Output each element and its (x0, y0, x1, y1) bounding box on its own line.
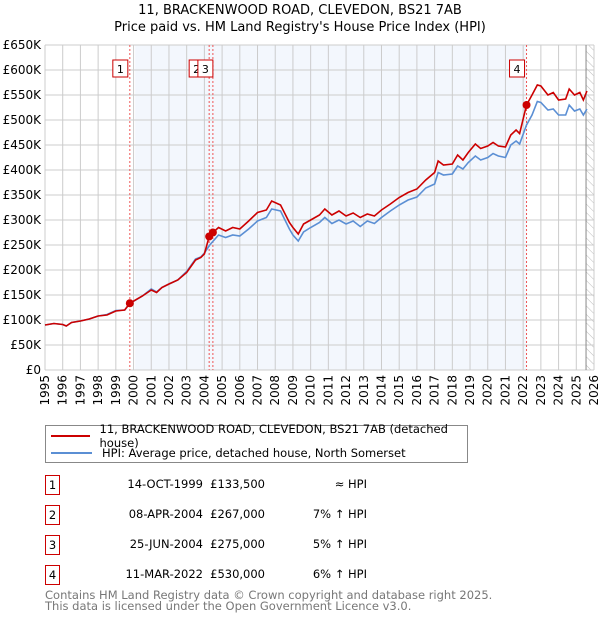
y-tick-label: £600K (3, 63, 43, 77)
y-tick-label: £350K (3, 188, 43, 202)
x-tick-label: 2000 (127, 375, 141, 406)
legend-label-property: 11, BRACKENWOOD ROAD, CLEVEDON, BS21 7AB… (99, 421, 448, 450)
x-tick-label: 1999 (109, 375, 123, 406)
y-tick-label: £450K (3, 138, 43, 152)
x-tick-label: 2006 (233, 375, 247, 406)
sale-date: 08-APR-2004 (128, 507, 203, 521)
footer-line: Contains HM Land Registry data © Crown c… (45, 588, 493, 602)
chart-title: 11, BRACKENWOOD ROAD, CLEVEDON, BS21 7AB (138, 3, 462, 18)
sale-point (522, 101, 531, 109)
y-tick-label: £400K (3, 163, 43, 177)
sale-price: £133,500 (210, 477, 265, 491)
x-tick-label: 2004 (197, 375, 211, 406)
x-tick-label: 2022 (516, 375, 530, 406)
x-tick-label: 2005 (215, 375, 229, 406)
sale-row: 4 11-MAR-2022 £530,000 6% ↑ HPI (45, 565, 465, 585)
y-tick-label: £100K (3, 313, 43, 327)
x-tick-label: 2018 (445, 375, 459, 406)
x-tick-label: 2025 (569, 375, 583, 406)
legend-swatch-property (51, 434, 90, 437)
y-tick-label: £50K (10, 338, 42, 352)
chart-subtitle: Price paid vs. HM Land Registry's House … (114, 20, 486, 35)
x-tick-label: 2010 (304, 375, 318, 406)
x-tick-label: 1996 (56, 375, 70, 406)
sale-label-box (197, 59, 214, 78)
x-tick-label: 1997 (73, 375, 87, 406)
x-tick-label: 2020 (481, 375, 495, 406)
x-tick-label: 2008 (268, 375, 282, 406)
legend: 11, BRACKENWOOD ROAD, CLEVEDON, BS21 7AB… (45, 421, 468, 463)
x-tick-label: 1995 (38, 375, 52, 406)
x-tick-label: 2009 (286, 375, 300, 406)
footer-line: This data is licensed under the Open Gov… (45, 599, 412, 613)
sale-date: 14-OCT-1999 (127, 477, 203, 491)
sale-label: 1 (117, 63, 124, 76)
x-tick-label: 2015 (392, 375, 406, 406)
ownership-shading (135, 45, 527, 370)
x-tick-label: 2016 (410, 375, 424, 406)
sale-point (125, 299, 134, 308)
sale-point (208, 228, 217, 237)
x-tick-label: 2023 (534, 375, 548, 406)
sale-label-box (112, 59, 129, 78)
x-tick-label: 2013 (357, 375, 371, 406)
y-tick-label: £550K (3, 88, 43, 102)
x-tick-label: 2014 (374, 375, 388, 406)
x-tick-label: 2012 (339, 375, 353, 406)
sale-date: 11-MAR-2022 (125, 567, 203, 581)
forecast-hatch (586, 45, 594, 370)
sale-price: £275,000 (210, 537, 265, 551)
sale-row: 2 08-APR-2004 £267,000 7% ↑ HPI (45, 505, 465, 525)
sale-label: 4 (514, 63, 521, 76)
legend-label-hpi: HPI: Average price, detached house, Nort… (102, 445, 406, 460)
x-tick-label: 2021 (498, 375, 512, 406)
sale-label-box (509, 59, 526, 78)
x-tick-label: 2003 (180, 375, 194, 406)
x-tick-label: 1998 (91, 375, 105, 406)
sale-label: 3 (202, 63, 209, 76)
x-tick-label: 2007 (251, 375, 265, 406)
sale-hpi: 5% ↑ HPI (312, 537, 367, 551)
sale-hpi: 7% ↑ HPI (312, 507, 367, 521)
sale-number: 1 (45, 475, 60, 495)
sale-date: 25-JUN-2004 (129, 537, 203, 551)
footer: Contains HM Land Registry data © Crown c… (45, 588, 493, 613)
y-tick-label: £500K (3, 113, 43, 127)
x-tick-label: 2019 (463, 375, 477, 406)
sale-price: £267,000 (210, 507, 265, 521)
x-tick-label: 2024 (552, 375, 566, 406)
sale-hpi: 6% ↑ HPI (312, 567, 367, 581)
x-tick-label: 2026 (587, 375, 600, 406)
sale-row: 1 14-OCT-1999 £133,500 ≈ HPI (45, 475, 465, 495)
price-chart: £0 £50K £100K £150K £200K £250K £300K £350K £400… (3, 38, 600, 406)
x-tick-label: 2017 (428, 375, 442, 406)
sale-hpi: ≈ HPI (334, 477, 367, 491)
y-tick-label: £300K (3, 213, 43, 227)
y-tick-label: £650K (3, 38, 43, 52)
sale-row: 3 25-JUN-2004 £275,000 5% ↑ HPI (45, 535, 465, 555)
sale-number: 2 (45, 505, 60, 525)
x-tick-label: 2002 (162, 375, 176, 406)
x-tick-label: 2011 (321, 375, 335, 406)
sale-price: £530,000 (210, 567, 265, 581)
sale-number: 3 (45, 535, 60, 555)
sale-label: 2 (193, 63, 200, 76)
x-tick-label: 2001 (144, 375, 158, 406)
sale-number: 4 (45, 565, 60, 585)
y-tick-label: £250K (3, 238, 43, 252)
property-price-line (44, 84, 588, 327)
legend-swatch-hpi (51, 451, 92, 454)
y-tick-label: £0 (26, 363, 41, 377)
y-tick-label: £150K (3, 288, 43, 302)
y-tick-label: £200K (3, 263, 43, 277)
